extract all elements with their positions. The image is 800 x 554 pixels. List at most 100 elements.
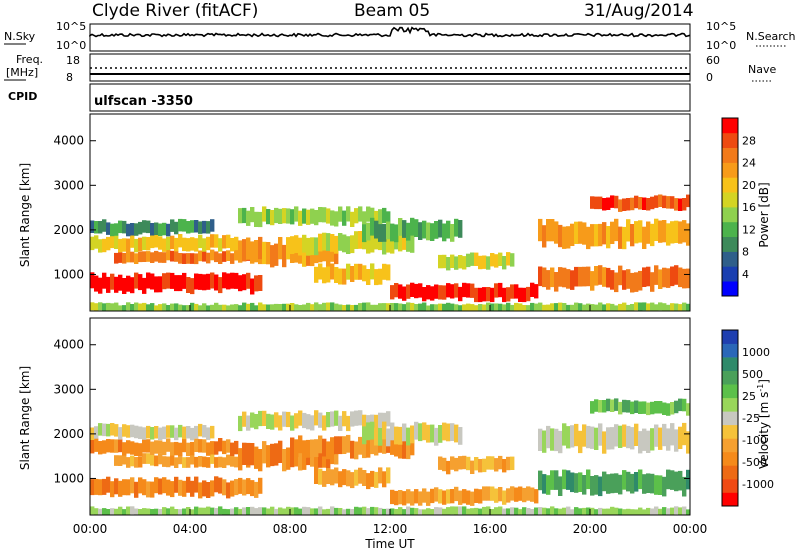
count-tick-top-right: 10^5 (706, 20, 736, 33)
data-cell (150, 427, 155, 440)
data-cell (350, 211, 355, 227)
colorbar-swatch (722, 192, 738, 208)
data-cell (130, 234, 135, 248)
data-cell (582, 424, 587, 447)
data-cell (482, 486, 487, 501)
data-cell (234, 507, 239, 515)
data-cell (534, 507, 539, 515)
data-cell (362, 224, 367, 243)
data-cell (338, 415, 343, 431)
data-cell (314, 410, 319, 426)
y-tick-label: 3000 (53, 382, 84, 396)
data-cell (530, 282, 535, 297)
data-cell (458, 427, 463, 445)
data-cell (638, 270, 643, 291)
data-cell (390, 422, 395, 441)
data-cell (286, 411, 291, 428)
data-cell (650, 223, 655, 247)
data-cell (342, 469, 347, 486)
data-cell (410, 507, 415, 515)
data-cell (466, 508, 471, 515)
data-cell (586, 266, 591, 287)
data-cell (166, 305, 171, 311)
data-cell (178, 479, 183, 496)
data-cell (382, 436, 387, 454)
data-cell (354, 441, 359, 460)
data-cell (658, 269, 663, 289)
data-cell (306, 237, 311, 256)
data-cell (638, 401, 643, 414)
data-cell (366, 269, 371, 285)
data-cell (626, 425, 631, 449)
data-cell (462, 282, 467, 298)
data-cell (246, 272, 251, 289)
data-cell (138, 221, 143, 235)
data-cell (162, 456, 167, 467)
data-cell (174, 476, 179, 493)
data-cell (594, 399, 599, 412)
data-cell (610, 506, 615, 515)
count-tick-top-left: 10^5 (56, 20, 86, 33)
data-cell (442, 303, 447, 311)
data-cell (618, 508, 623, 515)
data-cell (486, 506, 491, 515)
data-cell (426, 491, 431, 506)
data-cell (150, 303, 155, 311)
data-cell (306, 302, 311, 311)
data-cell (98, 441, 103, 455)
data-cell (182, 457, 187, 468)
data-cell (214, 441, 219, 455)
data-cell (594, 304, 599, 311)
data-cell (162, 273, 167, 290)
data-cell (554, 221, 559, 244)
data-cell (434, 427, 439, 446)
count-tick-bottom-left: 10^0 (56, 39, 86, 52)
data-cell (146, 453, 151, 464)
data-cell (682, 220, 687, 243)
data-cell (574, 423, 579, 447)
data-cell (106, 302, 111, 311)
data-cell (146, 425, 151, 439)
data-cell (422, 287, 427, 302)
data-cell (578, 266, 583, 287)
data-cell (302, 208, 307, 224)
data-cell (274, 443, 279, 466)
data-cell (682, 398, 687, 412)
colorbar-swatch (722, 251, 738, 267)
data-cell (178, 218, 183, 232)
data-cell (146, 439, 151, 453)
data-cell (566, 304, 571, 311)
data-cell (666, 428, 671, 451)
data-cell (526, 305, 531, 311)
data-cell (118, 427, 123, 440)
data-cell (322, 438, 327, 457)
data-cell (678, 398, 683, 412)
data-cell (438, 219, 443, 238)
data-cell (230, 253, 235, 264)
data-cell (654, 195, 659, 208)
data-cell (574, 266, 579, 287)
data-cell (254, 240, 259, 263)
data-cell (678, 507, 683, 515)
data-cell (622, 424, 627, 447)
data-cell (478, 508, 483, 515)
data-cell (438, 507, 443, 515)
data-cell (218, 238, 223, 252)
data-cell (518, 509, 523, 515)
data-cell (538, 470, 543, 491)
data-cell (494, 254, 499, 268)
data-cell (98, 221, 103, 234)
data-cell (158, 252, 163, 263)
x-tick-label: 00:00 (73, 522, 108, 536)
data-cell (510, 456, 515, 470)
colorbar-swatch (722, 236, 738, 252)
data-cell (314, 468, 319, 484)
data-cell (566, 226, 571, 249)
data-cell (646, 507, 651, 515)
data-cell (418, 509, 423, 515)
data-cell (422, 302, 427, 311)
data-cell (526, 508, 531, 515)
data-cell (278, 208, 283, 224)
data-cell (198, 221, 203, 234)
data-cell (662, 507, 667, 515)
